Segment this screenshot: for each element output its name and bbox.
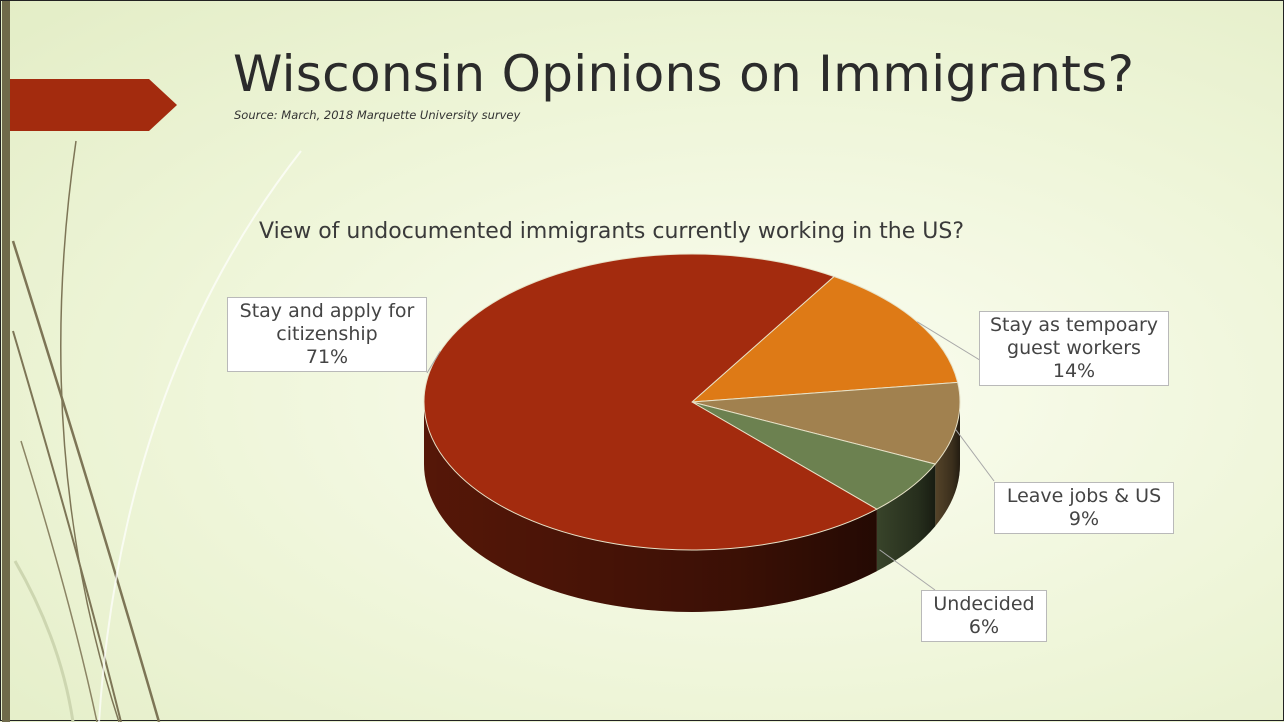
leader-line — [955, 428, 995, 482]
slice-label-name: Stay and apply for citizenship — [239, 300, 415, 345]
leader-line — [426, 351, 441, 374]
slice-label-name: Undecided — [933, 593, 1035, 615]
slice-label-guest-workers: Stay as tempoary guest workers 14% — [979, 311, 1169, 386]
pie-slice-1 — [423, 253, 878, 551]
slice-label-name: Leave jobs & US — [1006, 485, 1162, 507]
pie-slice-side-shade — [876, 464, 936, 572]
slice-label-leave: Leave jobs & US 9% — [994, 482, 1174, 534]
pie-slice-2 — [690, 275, 959, 403]
slice-label-value: 14% — [1052, 360, 1096, 382]
leader-line — [879, 549, 936, 591]
slice-label-value: 71% — [305, 346, 349, 368]
title-arrow — [10, 79, 177, 131]
slice-label-value: 9% — [1068, 508, 1100, 530]
slice-label-undecided: Undecided 6% — [921, 590, 1047, 642]
chart-title: View of undocumented immigrants currentl… — [259, 219, 965, 244]
pie-slice-3 — [691, 381, 961, 465]
source-note: Source: March, 2018 Marquette University… — [234, 108, 521, 122]
curve-line — [13, 560, 75, 722]
slice-label-name: Stay as tempoary guest workers — [989, 314, 1159, 359]
curve-line — [98, 150, 302, 722]
pie-slice-side-shade — [424, 402, 877, 612]
curve-line — [12, 330, 122, 722]
pie-slice-side-shade — [935, 402, 960, 527]
slice-label-value: 6% — [968, 616, 1000, 638]
slice-label-citizenship: Stay and apply for citizenship 71% — [227, 297, 427, 372]
slide-title: Wisconsin Opinions on Immigrants? — [233, 45, 1135, 103]
curve-line — [11, 240, 161, 722]
left-bar — [2, 1, 10, 722]
curve-line — [60, 140, 120, 722]
curve-line — [20, 440, 98, 722]
